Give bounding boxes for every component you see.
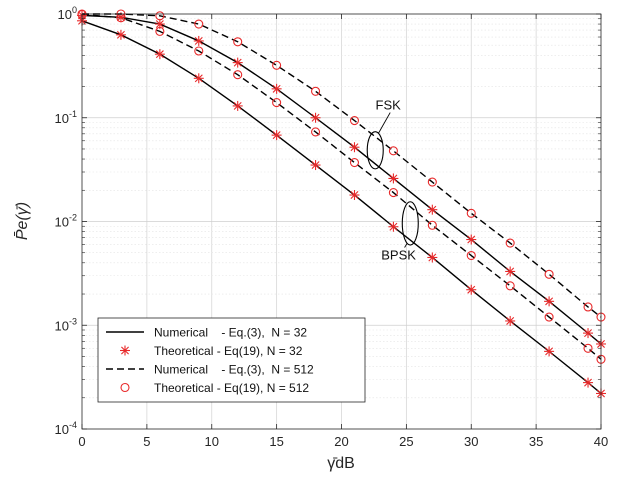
data-point-asterisk [544,296,555,307]
data-point-circle [427,177,437,187]
data-point-asterisk [349,190,360,201]
data-point-asterisk [427,204,438,215]
data-point-asterisk [349,142,360,153]
data-point-asterisk [115,12,126,23]
data-point-asterisk [544,346,555,357]
data-point-circle [194,46,204,56]
data-point-asterisk [271,130,282,141]
y-tick-label: 10-3 [55,316,77,333]
data-point-circle [194,19,204,29]
data-point-asterisk [310,112,321,123]
data-point-circle [388,146,398,156]
y-tick-label: 10-2 [55,213,77,230]
data-point-circle [544,269,554,279]
data-point-asterisk [505,315,516,326]
x-tick-label: 35 [529,434,543,449]
data-point-asterisk [388,221,399,232]
x-tick-label: 40 [594,434,608,449]
data-point-circle [505,281,515,291]
data-point-circle [544,312,554,322]
data-point-asterisk [232,100,243,111]
bpsk-ellipse [401,201,419,246]
data-point-circle [466,208,476,218]
data-point-circle [466,250,476,261]
fsk-connector [377,112,391,134]
annotations: FSK BPSK [376,98,417,263]
y-tick-label: 10-4 [55,420,77,437]
data-point-circle [349,157,360,168]
legend: Numerical - Eq.(3), N = 32 Theoretical - … [97,317,366,403]
x-tick-label: 25 [399,434,413,449]
data-point-asterisk [466,234,477,245]
x-tick-label: 15 [269,434,283,449]
legend-item: Numerical - Eq.(3), N = 512 [106,363,314,377]
data-point-circle [233,37,243,47]
data-point-circle [427,220,437,230]
series-1 [77,15,606,399]
legend-label: Numerical - Eq.(3), N = 32 [154,326,307,340]
data-point-asterisk [154,19,165,30]
x-tick-label: 30 [464,434,478,449]
data-point-asterisk [466,284,477,295]
y-axis-label: P̄e(γ̄) [14,202,31,240]
data-point-asterisk [583,328,594,339]
x-tick-label: 0 [78,434,85,449]
data-point-asterisk [193,35,204,46]
series-line-2 [81,13,602,360]
legend-asterisk-swatch [120,345,130,356]
data-point-asterisk [154,49,165,60]
legend-item: Theoretical - Eq(19), N = 32 [120,344,303,358]
data-point-asterisk [388,173,399,184]
y-tick-label: 10-1 [55,109,77,126]
fsk-ellipse [366,131,384,170]
legend-label: Numerical - Eq.(3), N = 512 [154,363,314,377]
data-point-circle [310,127,321,137]
data-point-circle [272,98,282,108]
legend-item: Numerical - Eq.(3), N = 32 [106,326,307,340]
legend-label: Theoretical - Eq(19), N = 512 [154,381,309,395]
legend-circle-swatch [120,382,130,393]
y-tick-label: 100 [58,5,77,22]
data-point-circle [583,343,593,353]
data-point-circle [233,70,243,80]
x-axis-label-text: γ̄dB [327,455,355,472]
annotation-fsk: FSK [376,98,402,113]
data-point-asterisk [505,266,516,277]
data-point-asterisk [583,377,594,388]
x-axis-label: γ̄dB [327,455,355,472]
legend-label: Theoretical - Eq(19), N = 32 [154,344,303,358]
x-tick-label: 10 [205,434,219,449]
data-point-circle [505,238,515,248]
group-ellipses [366,131,419,246]
data-point-circle [388,188,398,198]
data-point-asterisk [271,83,282,94]
series-2 [81,13,602,360]
data-point-circle [349,115,360,126]
data-point-circle [583,302,593,312]
x-tick-label: 20 [334,434,348,449]
data-point-circle [272,60,282,70]
y-axis-label-text: P̄e(γ̄) [14,202,31,240]
data-point-asterisk [310,160,321,171]
data-point-asterisk [232,57,243,68]
data-point-circle [155,11,165,21]
axis-ticks: 0 5 10 15 20 25 30 35 40 100 10-1 10-2 10-3 10-4 [55,5,609,449]
x-tick-label: 5 [143,434,150,449]
legend-item: Theoretical - Eq(19), N = 512 [120,381,309,395]
data-point-circle [310,86,321,96]
series-4 [77,10,606,349]
series-layer [77,9,606,399]
data-point-asterisk [427,252,438,263]
series-line-5 [82,13,602,318]
bpsk-connector [404,242,408,248]
annotation-bpsk: BPSK [381,248,416,263]
series-5 [77,9,606,322]
data-point-asterisk [115,29,126,40]
data-point-asterisk [193,73,204,84]
